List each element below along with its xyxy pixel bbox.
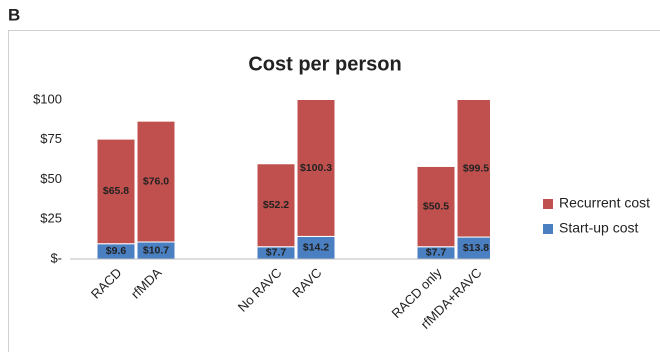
data-label: $7.7: [426, 247, 447, 259]
bar-segment: [296, 100, 336, 237]
legend-label: Start-up cost: [559, 220, 638, 236]
bar-segment: [256, 163, 296, 248]
data-label: $65.8: [103, 185, 129, 197]
data-label: $52.2: [263, 199, 289, 211]
data-label: $99.5: [463, 162, 489, 174]
bar-segment: [136, 120, 176, 243]
chart-title: Cost per person: [248, 53, 401, 75]
y-tick-label: $50: [40, 171, 62, 186]
data-label: $7.7: [266, 247, 287, 259]
data-label: $10.7: [143, 244, 169, 256]
data-label: $76.0: [143, 175, 169, 187]
bar-segment: [456, 100, 490, 238]
y-tick-label: $100: [33, 91, 62, 106]
data-label: $9.6: [106, 245, 127, 257]
legend-swatch: [543, 224, 553, 234]
bar-segment: [416, 165, 456, 248]
data-label: $100.3: [300, 162, 332, 174]
y-tick-label: $-: [50, 250, 62, 265]
legend-swatch: [543, 199, 553, 209]
y-tick-label: $25: [40, 211, 62, 226]
panel-label: B: [8, 5, 20, 24]
y-tick-label: $75: [40, 131, 62, 146]
data-label: $14.2: [303, 241, 329, 253]
bar-segment: [96, 138, 136, 245]
data-label: $50.5: [423, 200, 449, 212]
legend-label: Recurrent cost: [559, 195, 650, 211]
plot-area: [96, 100, 490, 260]
data-label: $13.8: [463, 242, 489, 254]
